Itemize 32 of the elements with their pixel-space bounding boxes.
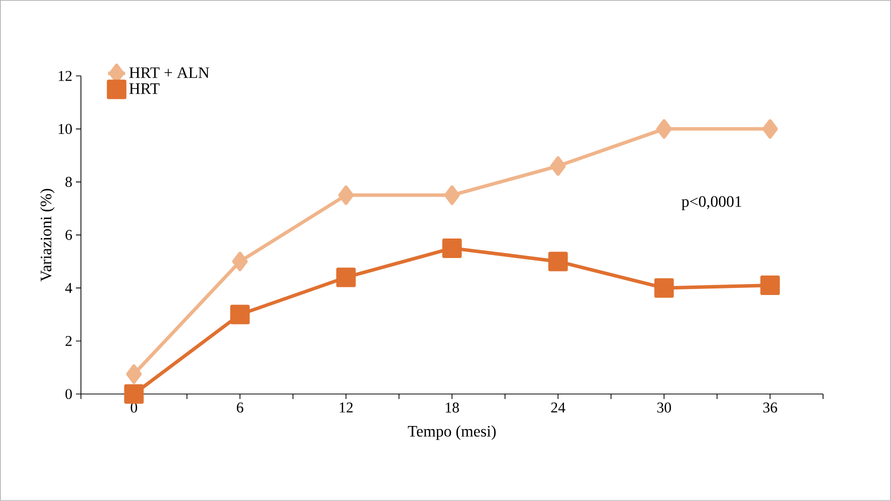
point (548, 252, 568, 272)
point (444, 185, 460, 205)
point (338, 185, 354, 205)
y-axis-title: Variazioni (%) (40, 188, 55, 282)
y-tick-label: 0 (65, 388, 72, 400)
x-tick-label: 30 (657, 402, 671, 413)
point (656, 119, 672, 139)
y-tick-label: 12 (58, 71, 72, 81)
point (550, 156, 566, 176)
y-tick-label: 4 (65, 283, 72, 293)
point (336, 268, 356, 288)
point (762, 119, 778, 139)
point (232, 252, 248, 272)
point (442, 238, 462, 258)
point (124, 384, 144, 404)
x-tick-label: 24 (551, 402, 566, 412)
point (126, 364, 142, 384)
point (654, 278, 674, 298)
y-tick-label: 2 (66, 336, 72, 346)
x-tick-label: 12 (340, 402, 353, 412)
y-tick-label: 6 (66, 230, 72, 240)
x-tick-label: 18 (446, 402, 459, 413)
y-tick-label: 8 (65, 176, 72, 188)
y-tick-label: 10 (58, 124, 72, 134)
point (760, 276, 780, 296)
x-tick-label: 6 (236, 402, 244, 413)
annotation: p<0,0001 (682, 196, 742, 210)
x-tick-label: 36 (763, 402, 778, 413)
legend-label: HRT (129, 83, 160, 94)
legend-label: HRT + ALN (129, 67, 210, 78)
point (230, 304, 250, 324)
x-axis-title: Tempo (mesi) (408, 425, 496, 440)
